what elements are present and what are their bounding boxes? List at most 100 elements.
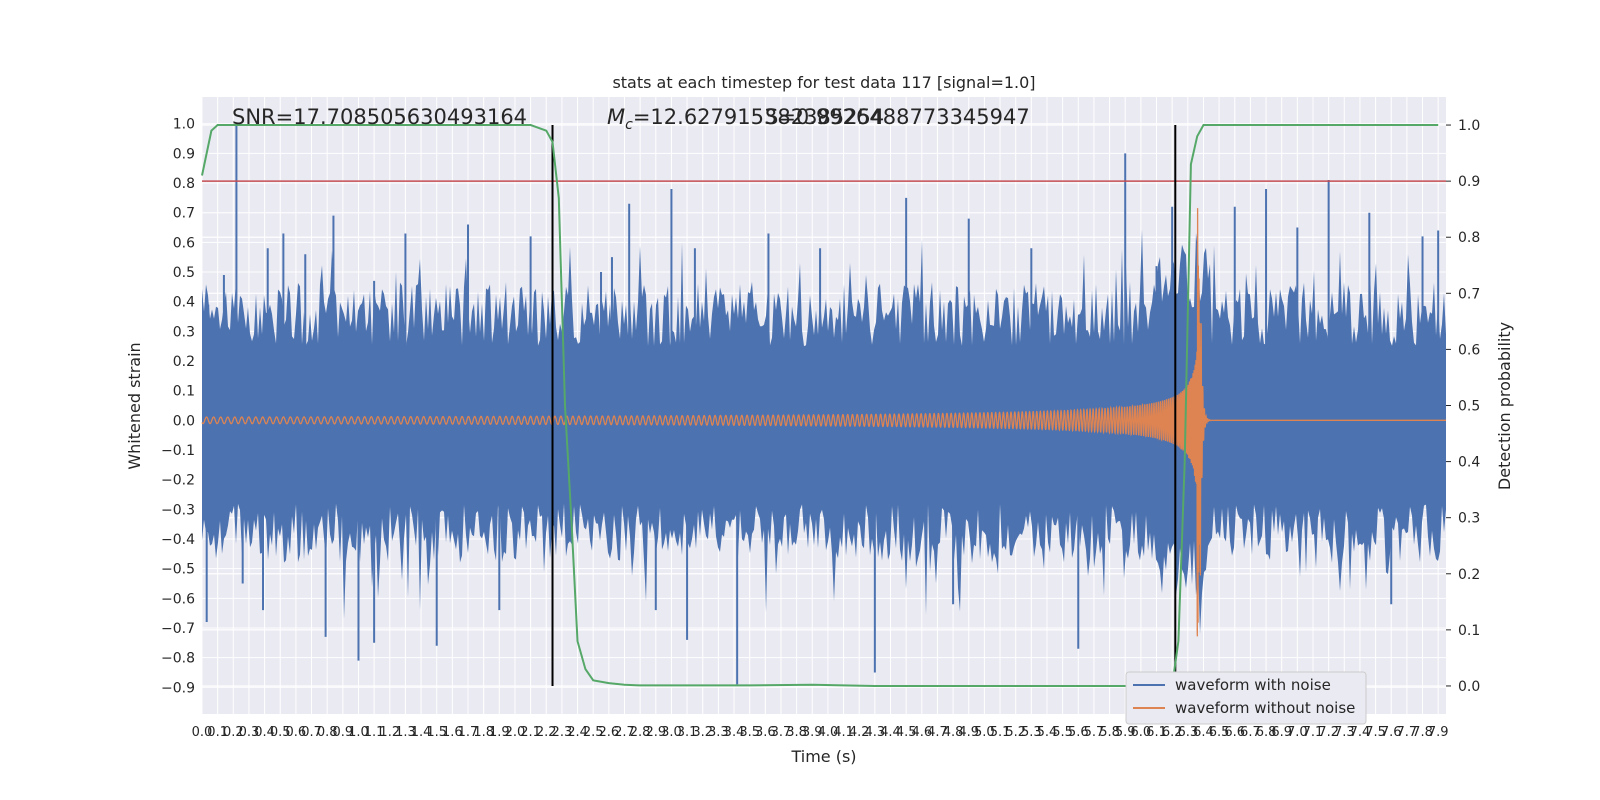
x-tick-label: 2.3: [552, 725, 573, 740]
x-tick-label: 2.7: [614, 725, 635, 740]
x-tick-label: 0.5: [270, 725, 291, 740]
x-tick-label: 5.2: [1005, 725, 1026, 740]
x-tick-label: 5.5: [1052, 725, 1073, 740]
y-tick-label: 0.5: [173, 265, 195, 281]
y-tick-label: 0.4: [173, 295, 195, 311]
x-tick-label: 6.9: [1271, 725, 1292, 740]
x-tick-label: 1.1: [364, 725, 385, 740]
x-tick-label: 0.1: [207, 725, 228, 740]
chirp-mass-annotation: Mc=12.627915382385254: [607, 105, 884, 133]
series-waveform-with-noise-band: [202, 229, 1446, 634]
y2-tick-label: 0.7: [1458, 286, 1480, 302]
y2-tick-label: 0.2: [1458, 567, 1480, 583]
x-tick-label: 3.8: [786, 725, 807, 740]
x-tick-label: 6.7: [1240, 725, 1261, 740]
x-tick-label: 5.0: [974, 725, 995, 740]
x-tick-label: 5.9: [1115, 725, 1136, 740]
x-tick-label: 6.0: [1131, 725, 1152, 740]
legend-label-clean: waveform without noise: [1175, 699, 1355, 717]
y2-tick-label: 0.5: [1458, 399, 1480, 415]
y-tick-label: −0.8: [161, 651, 195, 667]
y-tick-label: −0.2: [161, 473, 195, 489]
x-tick-label: 6.2: [1162, 725, 1183, 740]
x-tick-label: 0.3: [239, 725, 260, 740]
x-tick-label: 3.1: [677, 725, 698, 740]
x-tick-label: 1.4: [411, 725, 432, 740]
x-tick-label: 2.6: [598, 725, 619, 740]
x-tick-label: 7.1: [1303, 725, 1324, 740]
x-tick-label: 7.0: [1287, 725, 1308, 740]
y2-axis-tick-labels: 0.0 0.1 0.2 0.3 0.4 0.5 0.6 0.7 0.8 0.9 1.0: [1446, 118, 1480, 695]
x-tick-label: 4.3: [865, 725, 886, 740]
x-tick-label: 5.7: [1084, 725, 1105, 740]
x-tick-label: 4.6: [911, 725, 932, 740]
x-tick-label: 7.2: [1318, 725, 1339, 740]
x-tick-label: 5.6: [1068, 725, 1089, 740]
y-tick-label: 0.9: [173, 146, 195, 162]
x-tick-label: 2.5: [583, 725, 604, 740]
y2-tick-label: 0.9: [1458, 174, 1480, 190]
x-tick-label: 6.5: [1209, 725, 1230, 740]
x-tick-label: 0.2: [223, 725, 244, 740]
x-tick-label: 7.6: [1381, 725, 1402, 740]
y2-tick-label: 0.6: [1458, 342, 1480, 358]
x-tick-label: 7.7: [1397, 725, 1418, 740]
x-tick-label: 0.6: [286, 725, 307, 740]
x-tick-label: 4.9: [958, 725, 979, 740]
x-tick-label: 3.9: [802, 725, 823, 740]
x-tick-label: 0.8: [317, 725, 338, 740]
x-tick-label: 7.5: [1365, 725, 1386, 740]
x-tick-label: 5.8: [1099, 725, 1120, 740]
x-tick-label: 2.4: [567, 725, 588, 740]
chirp-mass-symbol: M: [607, 105, 625, 129]
x-tick-label: 0.0: [192, 725, 213, 740]
y2-tick-label: 0.1: [1458, 623, 1480, 639]
x-tick-label: 6.3: [1177, 725, 1198, 740]
y-tick-label: −0.1: [161, 443, 195, 459]
x-tick-label: 3.2: [692, 725, 713, 740]
x-tick-label: 2.1: [520, 725, 541, 740]
x-tick-label: 5.3: [1021, 725, 1042, 740]
x-tick-label: 6.1: [1146, 725, 1167, 740]
x-tick-label: 2.0: [505, 725, 526, 740]
y-tick-label: 0.3: [173, 324, 195, 340]
trigger-vertical-lines: [551, 125, 1177, 686]
overlap-annotation: S=0.9926488773345947: [765, 105, 1030, 129]
y-tick-label: −0.3: [161, 502, 195, 518]
legend-label-noise: waveform with noise: [1175, 676, 1331, 694]
y-tick-label: 0.6: [173, 235, 195, 251]
x-tick-label: 1.0: [348, 725, 369, 740]
x-tick-label: 0.9: [332, 725, 353, 740]
x-tick-label: 7.8: [1412, 725, 1433, 740]
x-axis-label: Time (s): [790, 747, 856, 766]
x-tick-label: 3.0: [661, 725, 682, 740]
chirp-mass-value: =12.627915382385254: [633, 105, 884, 129]
x-axis-tick-labels: 0.00.10.20.30.40.50.60.70.80.91.01.11.21…: [192, 725, 1449, 740]
x-tick-label: 4.4: [880, 725, 901, 740]
x-tick-label: 4.2: [849, 725, 870, 740]
x-tick-label: 4.8: [943, 725, 964, 740]
y-tick-label: −0.4: [161, 532, 195, 548]
y-tick-label: 0.7: [173, 206, 195, 222]
y-axis-label: Whitened strain: [125, 342, 144, 469]
x-tick-label: 5.4: [1037, 725, 1058, 740]
x-tick-label: 3.7: [771, 725, 792, 740]
y-axis-tick-labels: −0.9 −0.8 −0.7 −0.6 −0.5 −0.4 −0.3 −0.2 −0.1 0.0 0…: [161, 117, 195, 697]
series-detection-probability: [201, 124, 1439, 687]
x-tick-label: 1.3: [395, 725, 416, 740]
x-tick-label: 3.4: [724, 725, 745, 740]
y2-tick-label: 1.0: [1458, 118, 1480, 134]
x-tick-label: 6.8: [1256, 725, 1277, 740]
x-tick-label: 3.6: [755, 725, 776, 740]
y2-tick-label: 0.8: [1458, 230, 1480, 246]
x-tick-label: 3.5: [739, 725, 760, 740]
y-tick-label: 0.1: [173, 384, 195, 400]
x-tick-label: 1.7: [458, 725, 479, 740]
x-tick-label: 4.1: [833, 725, 854, 740]
x-tick-label: 4.0: [818, 725, 839, 740]
x-tick-label: 7.9: [1428, 725, 1449, 740]
x-tick-label: 4.5: [896, 725, 917, 740]
series-waveform-without-noise: [201, 208, 1446, 637]
x-tick-label: 2.2: [536, 725, 557, 740]
